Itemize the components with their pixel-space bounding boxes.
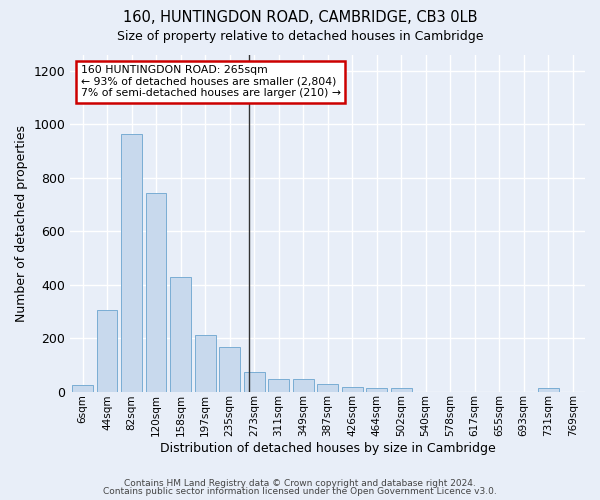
Text: Contains public sector information licensed under the Open Government Licence v3: Contains public sector information licen… [103,487,497,496]
Text: 160, HUNTINGDON ROAD, CAMBRIDGE, CB3 0LB: 160, HUNTINGDON ROAD, CAMBRIDGE, CB3 0LB [123,10,477,25]
Text: Size of property relative to detached houses in Cambridge: Size of property relative to detached ho… [117,30,483,43]
Bar [244,372,265,392]
Bar [97,310,118,392]
Bar [170,276,191,392]
Bar [72,385,93,392]
Bar [219,348,240,392]
Bar [317,384,338,392]
Bar [391,388,412,392]
X-axis label: Distribution of detached houses by size in Cambridge: Distribution of detached houses by size … [160,442,496,455]
Bar [342,386,362,392]
Y-axis label: Number of detached properties: Number of detached properties [15,125,28,322]
Bar [293,378,314,392]
Bar [194,336,215,392]
Bar [268,378,289,392]
Text: 160 HUNTINGDON ROAD: 265sqm
← 93% of detached houses are smaller (2,804)
7% of s: 160 HUNTINGDON ROAD: 265sqm ← 93% of det… [80,65,341,98]
Bar [538,388,559,392]
Bar [146,192,166,392]
Bar [366,388,387,392]
Text: Contains HM Land Registry data © Crown copyright and database right 2024.: Contains HM Land Registry data © Crown c… [124,478,476,488]
Bar [121,134,142,392]
